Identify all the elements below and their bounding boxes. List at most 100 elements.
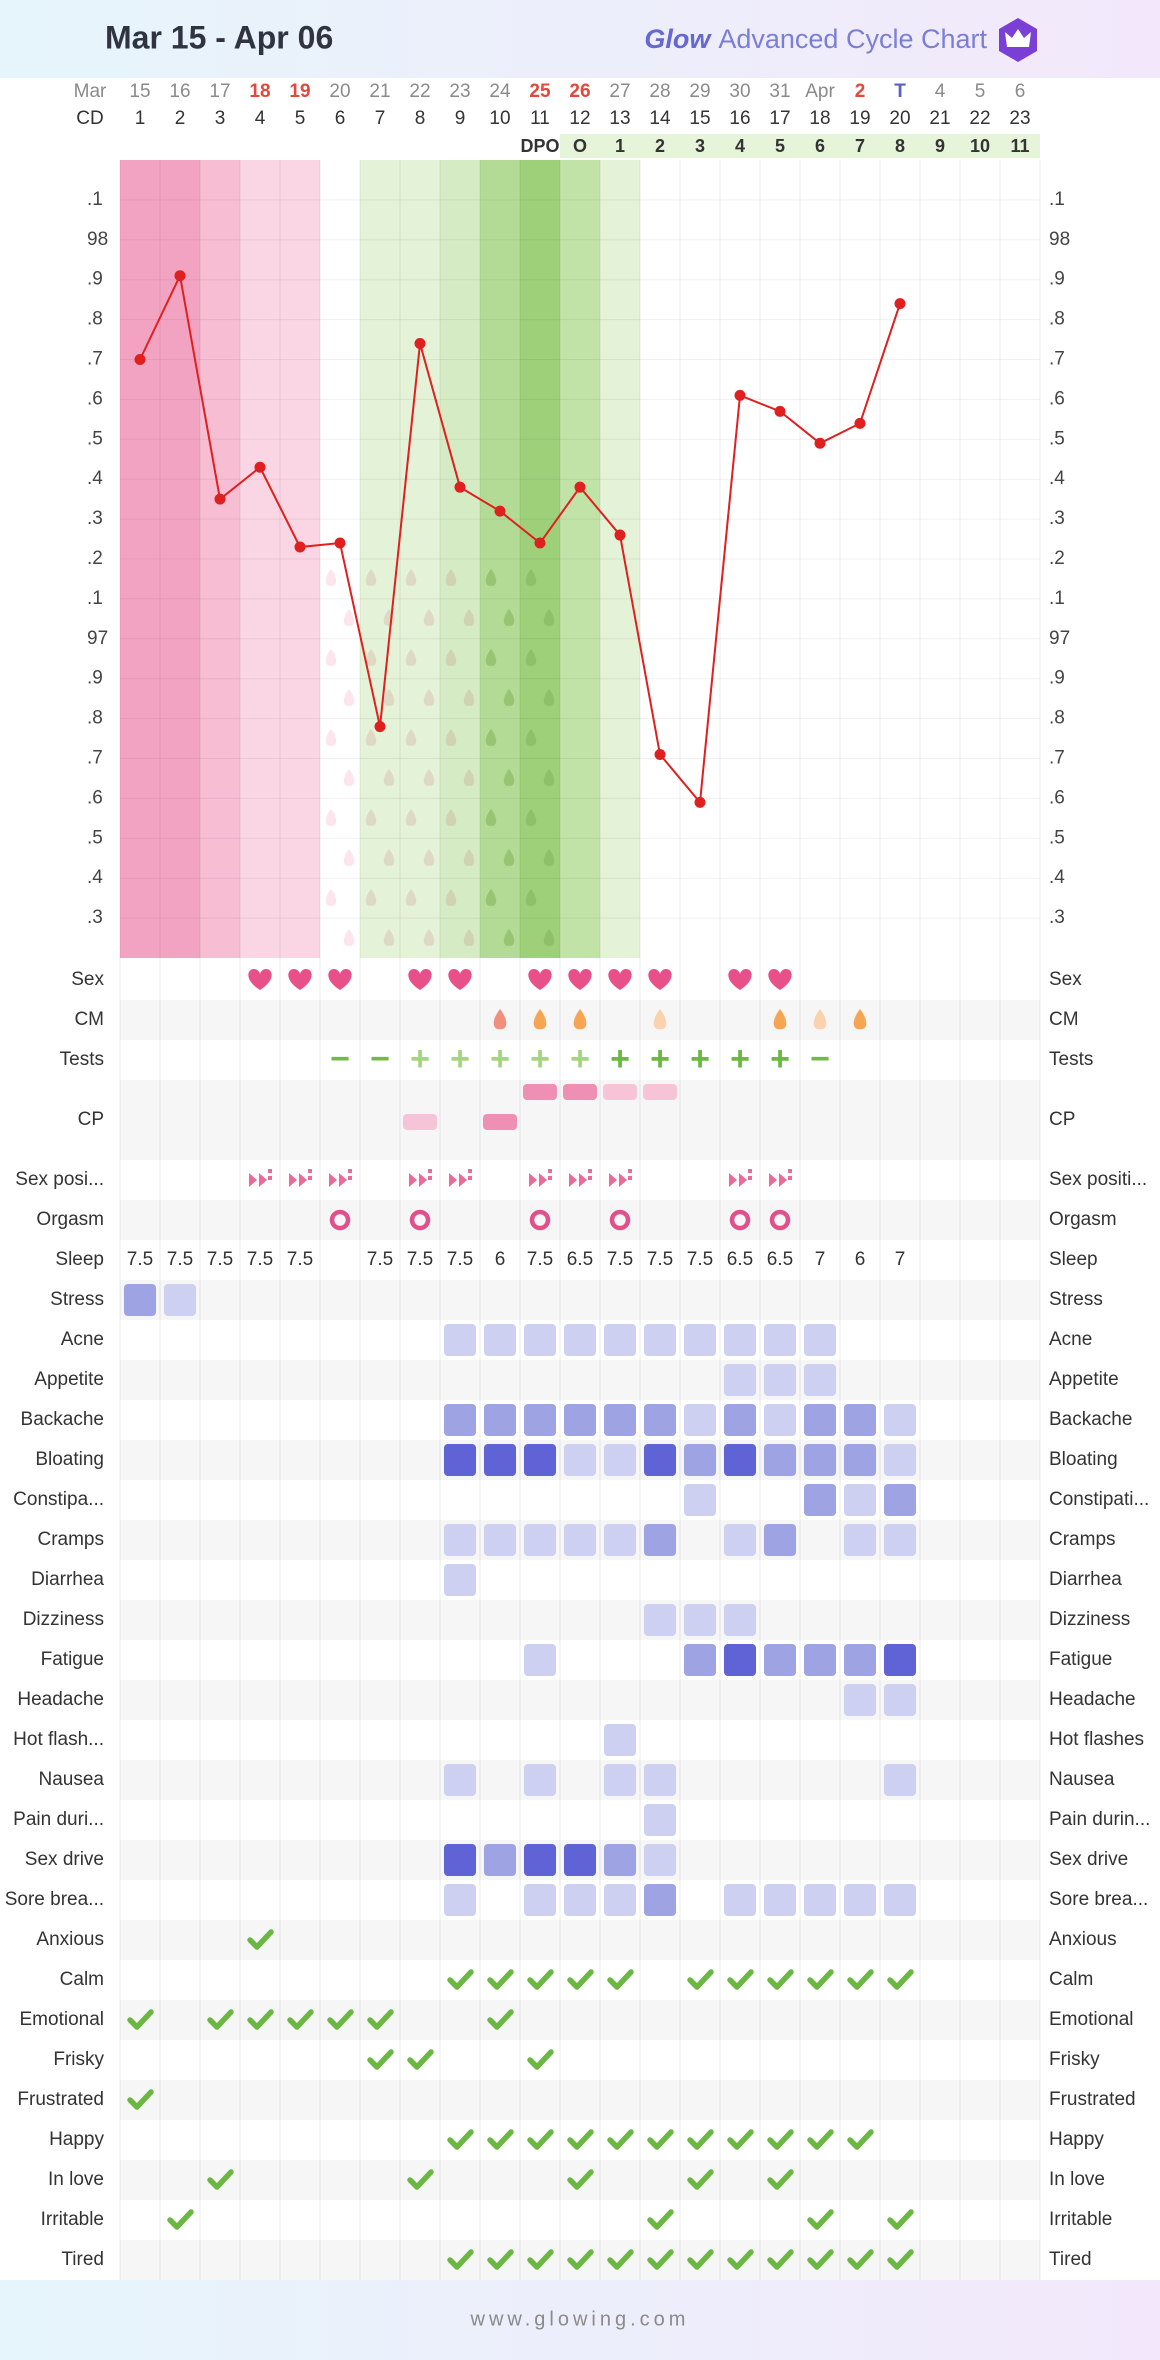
symptom-cell xyxy=(444,1764,476,1796)
row-label-right: Orgasm xyxy=(1049,1209,1117,1230)
mood-check xyxy=(847,2249,874,2270)
row-label-right: Pain durin... xyxy=(1049,1809,1150,1830)
symptom-cell xyxy=(524,1764,556,1796)
row-label-right: Sex positi... xyxy=(1049,1169,1147,1190)
row-label: Tests xyxy=(60,1049,104,1070)
date-label: 27 xyxy=(609,81,630,102)
mood-check xyxy=(247,2009,274,2030)
y-tick-label-right: .4 xyxy=(1049,867,1065,888)
mood-check xyxy=(447,2249,474,2270)
fertile-drop xyxy=(423,849,435,866)
orgasm-ring xyxy=(729,1209,751,1231)
symptom-cell xyxy=(644,1524,676,1556)
sleep-hours: 7.5 xyxy=(127,1249,153,1270)
symptom-cell xyxy=(804,1644,836,1676)
date-label: 21 xyxy=(369,81,390,102)
fertile-drop xyxy=(365,729,377,746)
y-tick-label: .3 xyxy=(87,907,103,928)
test-result: + xyxy=(410,1040,430,1078)
symptom-cell xyxy=(604,1884,636,1916)
cd-number: 19 xyxy=(849,108,870,129)
row-label-right: Irritable xyxy=(1049,2209,1112,2230)
fertile-drop xyxy=(423,929,435,946)
y-tick-label: .9 xyxy=(87,668,103,689)
y-tick-label-right: 97 xyxy=(1049,628,1070,649)
temperature-point xyxy=(214,493,226,505)
fertile-drop xyxy=(445,569,457,586)
row-label-right: Tired xyxy=(1049,2249,1092,2270)
symptom-cell xyxy=(164,1284,196,1316)
row-label-right: Dizziness xyxy=(1049,1609,1130,1630)
temperature-point xyxy=(494,505,506,517)
temperature-point xyxy=(374,721,386,733)
date-label: T xyxy=(894,81,906,102)
date-label: 29 xyxy=(689,81,710,102)
date-label: 16 xyxy=(169,81,190,102)
row-label-right: Headache xyxy=(1049,1689,1136,1710)
footer-url: www.glowing.com xyxy=(470,2308,690,2330)
row-label: Happy xyxy=(49,2129,104,2150)
y-tick-label: .2 xyxy=(87,548,103,569)
row-label: Anxious xyxy=(36,1929,104,1950)
symptom-cell xyxy=(844,1884,876,1916)
temperature-point xyxy=(854,417,866,429)
symptom-cell xyxy=(524,1524,556,1556)
phase-band xyxy=(560,160,600,958)
sleep-hours: 7.5 xyxy=(207,1249,233,1270)
mood-check xyxy=(607,2129,634,2150)
symptom-cell xyxy=(444,1524,476,1556)
sleep-hours: 6.5 xyxy=(567,1249,593,1270)
fertile-drop xyxy=(525,889,537,906)
temperature-point xyxy=(894,298,906,310)
dpo-number: 11 xyxy=(1010,136,1029,156)
row-label: Pain duri... xyxy=(13,1809,104,1830)
symptom-cell xyxy=(724,1404,756,1436)
mood-check xyxy=(207,2169,234,2190)
fertile-drop xyxy=(445,649,457,666)
row-label: Frisky xyxy=(53,2049,104,2070)
mood-check xyxy=(727,1969,754,1990)
symptom-cell xyxy=(564,1444,596,1476)
row-label-right: Frustrated xyxy=(1049,2089,1136,2110)
mood-check xyxy=(767,2169,794,2190)
position-icon xyxy=(529,1169,552,1187)
fertile-drop xyxy=(423,689,435,706)
sleep-hours: 7.5 xyxy=(367,1249,393,1270)
date-label: 23 xyxy=(449,81,470,102)
mood-check xyxy=(727,2129,754,2150)
mood-check xyxy=(487,1969,514,1990)
y-tick-label: 98 xyxy=(87,229,108,250)
cm-icon xyxy=(773,1009,787,1030)
cd-number: 4 xyxy=(255,108,266,129)
mood-check xyxy=(807,1969,834,1990)
phase-band xyxy=(400,160,440,958)
sleep-hours: 7.5 xyxy=(447,1249,473,1270)
symptom-cell xyxy=(724,1364,756,1396)
fertile-drop xyxy=(325,729,337,746)
symptom-cell xyxy=(884,1484,916,1516)
symptom-cell xyxy=(844,1404,876,1436)
mood-check xyxy=(687,2129,714,2150)
mood-check xyxy=(647,2209,674,2230)
symptom-cell xyxy=(564,1524,596,1556)
sleep-hours: 6.5 xyxy=(767,1249,793,1270)
row-band xyxy=(120,1280,1040,1320)
temperature-point xyxy=(614,529,626,541)
position-icon xyxy=(289,1169,312,1187)
test-result: + xyxy=(570,1040,590,1078)
fertile-drop xyxy=(325,569,337,586)
phase-band xyxy=(520,160,560,958)
cm-icon xyxy=(573,1009,587,1030)
symptom-cell xyxy=(644,1444,676,1476)
mood-check xyxy=(687,1969,714,1990)
temperature-point xyxy=(534,537,546,549)
y-tick-label: .6 xyxy=(87,388,103,409)
fertile-drop xyxy=(343,769,355,786)
temperature-line xyxy=(139,272,901,805)
dpo-number: 4 xyxy=(735,136,745,156)
y-tick-label: .5 xyxy=(87,428,103,449)
fertile-drop xyxy=(325,649,337,666)
dpo-number: 1 xyxy=(615,136,625,156)
y-tick-label: .8 xyxy=(87,309,103,330)
symptom-cell xyxy=(564,1884,596,1916)
